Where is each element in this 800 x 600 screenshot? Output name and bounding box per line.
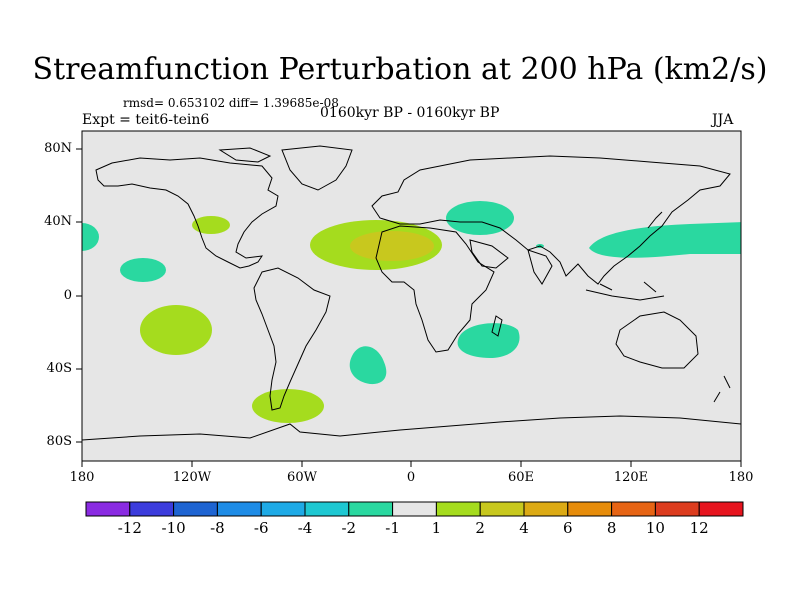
colorbar [85, 501, 744, 517]
lon-label-60w: 60W [287, 470, 317, 485]
coast-south-america [253, 267, 331, 411]
colorbar-label-8: 1 [431, 519, 442, 537]
lon-label-180e: 180 [728, 470, 754, 485]
colorbar-box-8 [392, 501, 437, 517]
coast-canadian-islands [218, 147, 272, 163]
colorbar-box-2 [129, 501, 175, 517]
lat-label-40s: 40S [46, 361, 72, 376]
colorbar-box-9 [435, 501, 481, 517]
coast-africa [375, 225, 495, 353]
colorbar-label-14: 12 [689, 519, 709, 537]
colorbar-label-11: 6 [563, 519, 573, 537]
colorbar-box-12 [567, 501, 613, 517]
experiment-label: Expt = teit6-tein6 [82, 112, 210, 128]
lon-label-180w: 180 [69, 470, 95, 485]
map-background [82, 131, 741, 461]
lat-label-40n: 40N [44, 214, 72, 229]
colorbar-box-1 [85, 501, 131, 517]
coast-indonesia [585, 281, 665, 301]
axis-ticks [76, 148, 742, 467]
coast-greenland [281, 145, 353, 191]
lon-label-0: 0 [406, 470, 416, 485]
colorbar-label-10: 4 [519, 519, 529, 537]
colorbar-label-7: -1 [385, 519, 400, 537]
stats-text: rmsd= 0.653102 diff= 1.39685e-08 [123, 96, 339, 110]
colorbar-box-15 [698, 501, 744, 517]
colorbar-label-9: 2 [475, 519, 485, 537]
colorbar-label-13: 10 [645, 519, 665, 537]
anomaly-ne-pacific [192, 216, 230, 234]
coast-eurasia [371, 155, 731, 285]
coast-new-zealand [713, 375, 731, 403]
colorbar-box-11 [523, 501, 569, 517]
coast-japan [647, 211, 663, 229]
coast-madagascar [491, 315, 503, 337]
colorbar-label-6: -2 [341, 519, 357, 537]
colorbar-label-12: 8 [606, 519, 617, 537]
lat-label-80n: 80N [44, 141, 72, 156]
coast-north-america [95, 157, 279, 269]
anomaly-e-pacific [120, 258, 166, 282]
coast-australia [615, 311, 699, 369]
anomaly-sw-indian [457, 323, 520, 358]
coast-india [527, 249, 553, 285]
colorbar-box-13 [611, 501, 656, 517]
anomaly-left-edge [82, 223, 99, 251]
anomaly-mideast [446, 201, 514, 235]
colorbar-box-4 [216, 501, 262, 517]
lat-label-0: 0 [63, 288, 72, 303]
anomaly-s-atlantic [349, 346, 387, 385]
colorbar-box-3 [173, 501, 218, 517]
coastlines [82, 145, 741, 441]
lon-label-120e: 120E [613, 470, 649, 485]
anomaly-n-pacific [589, 222, 741, 258]
lat-label-80s: 80S [46, 434, 72, 449]
colorbar-label-5: -4 [297, 519, 313, 537]
contour-fills [82, 201, 741, 423]
lon-label-120w: 120W [172, 470, 212, 485]
colorbar-box-14 [654, 501, 700, 517]
colorbar-box-7 [348, 501, 394, 517]
season-label: JJA [712, 112, 734, 128]
colorbar-label-3: -8 [210, 519, 225, 537]
colorbar-box-10 [479, 501, 525, 517]
chart-title: Streamfunction Perturbation at 200 hPa (… [32, 52, 768, 87]
anomaly-s-pacific [140, 305, 212, 355]
period-label: 0160kyr BP - 0160kyr BP [320, 105, 500, 121]
lon-label-60e: 60E [507, 470, 535, 485]
colorbar-box-5 [260, 501, 306, 517]
colorbar-box-6 [304, 501, 350, 517]
anomaly-n-atlantic-inner [350, 231, 434, 261]
anomaly-s-america [252, 389, 324, 423]
colorbar-label-4: -6 [253, 519, 269, 537]
colorbar-label-2: -10 [161, 519, 186, 537]
colorbar-label-1: -12 [117, 519, 142, 537]
coast-antarctica [82, 415, 741, 441]
coast-arabia [469, 239, 509, 269]
